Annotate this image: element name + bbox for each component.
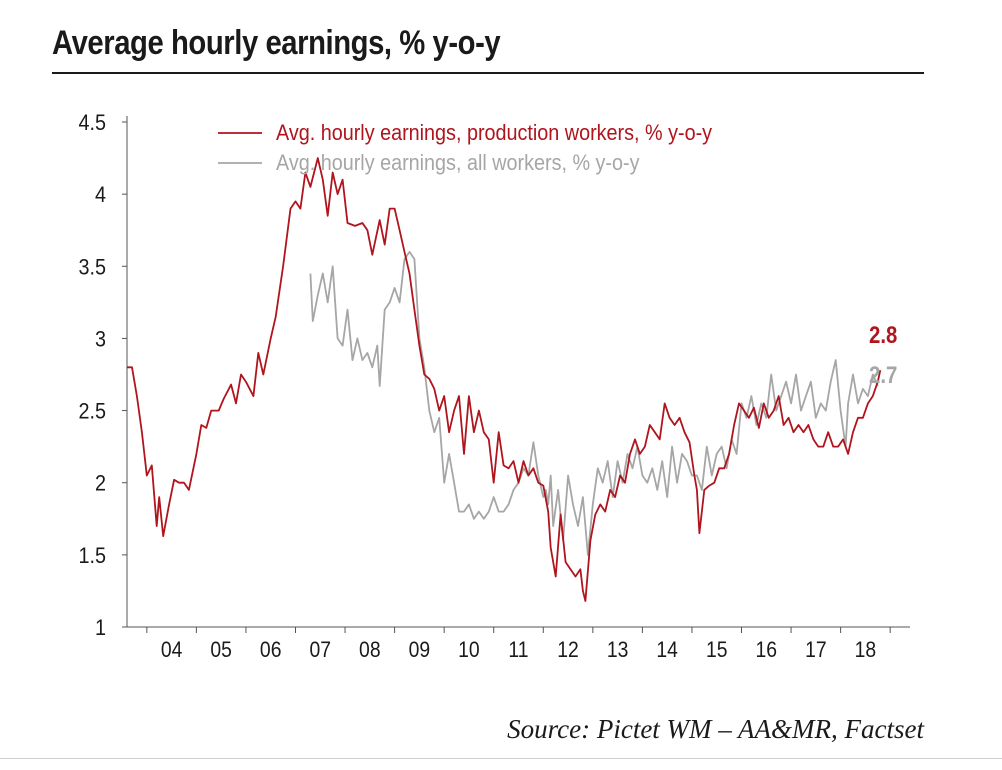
legend-label: Avg. hourly earnings, all workers, % y-o…: [276, 151, 640, 175]
chart-ticks: 1 1.5 2 2.5 3 3.5 4 4.5 04 05 06 07 08 09 10 11 12 13 14 15…: [78, 111, 891, 662]
y-tick-label: 3: [95, 328, 106, 352]
x-tick-label: 06: [260, 638, 282, 662]
x-tick-label: 08: [359, 638, 381, 662]
x-tick-label: 15: [706, 638, 728, 662]
y-tick-label: 2.5: [78, 400, 106, 424]
chart-end-labels: 2.82.7: [869, 321, 897, 388]
x-tick-label: 16: [756, 638, 778, 662]
end-label: 2.8: [869, 321, 897, 348]
y-tick-label: 1.5: [78, 544, 106, 568]
x-tick-label: 04: [161, 638, 183, 662]
chart-title: Average hourly earnings, % y-o-y: [52, 24, 501, 62]
y-tick-label: 3.5: [78, 255, 106, 279]
x-tick-label: 18: [855, 638, 877, 662]
chart-lines: [127, 157, 882, 602]
x-tick-label: 12: [557, 638, 579, 662]
y-tick-label: 4: [95, 183, 106, 207]
x-tick-label: 13: [607, 638, 629, 662]
y-tick-label: 4.5: [78, 111, 106, 135]
x-tick-label: 17: [805, 638, 827, 662]
x-tick-label: 05: [210, 638, 232, 662]
bottom-rule: [0, 758, 1002, 759]
x-tick-label: 10: [458, 638, 480, 662]
series-line-production-workers: [127, 157, 882, 602]
x-tick-label: 14: [656, 638, 678, 662]
x-tick-label: 09: [409, 638, 431, 662]
end-label: 2.7: [869, 361, 897, 388]
y-tick-label: 2: [95, 472, 106, 496]
series-line-all-workers: [309, 251, 879, 556]
y-tick-label: 1: [95, 616, 106, 640]
earnings-chart: 1 1.5 2 2.5 3 3.5 4 4.5 04 05 06 07 08 09 10 11 12 13 14 15…: [78, 111, 910, 662]
source-note: Source: Pictet WM – AA&MR, Factset: [507, 714, 924, 744]
x-tick-label: 07: [310, 638, 332, 662]
chart-axes: [126, 116, 910, 628]
title-rule: [52, 72, 924, 74]
chart-legend: Avg. hourly earnings, production workers…: [218, 121, 713, 175]
legend-label: Avg. hourly earnings, production workers…: [276, 121, 713, 145]
x-tick-label: 11: [508, 638, 528, 662]
